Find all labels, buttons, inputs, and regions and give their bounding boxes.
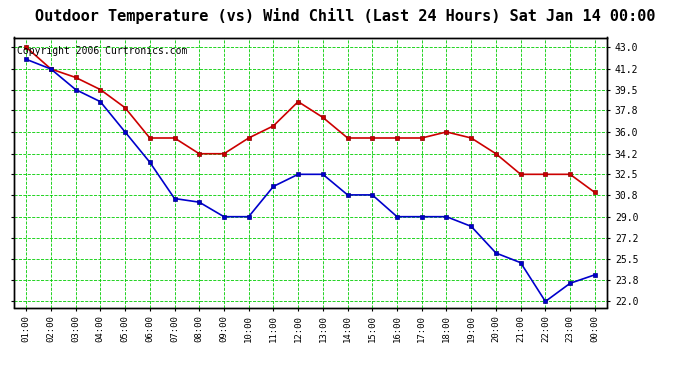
Text: Copyright 2006 Curtronics.com: Copyright 2006 Curtronics.com — [17, 46, 187, 56]
Text: Outdoor Temperature (vs) Wind Chill (Last 24 Hours) Sat Jan 14 00:00: Outdoor Temperature (vs) Wind Chill (Las… — [34, 8, 655, 24]
